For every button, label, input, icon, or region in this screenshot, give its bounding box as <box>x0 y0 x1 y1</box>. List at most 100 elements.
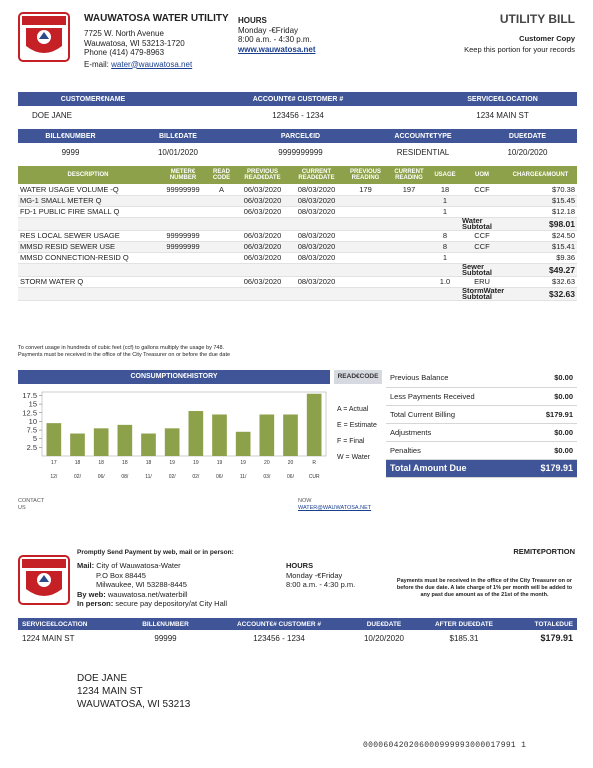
customer-name-header: CUSTOMER€NAME <box>60 95 126 103</box>
charge-cell <box>158 276 208 288</box>
remit-due-date-header: DUE€DATE <box>345 618 423 630</box>
charge-cell: 18 <box>430 184 460 196</box>
charge-cell: 1 <box>430 206 460 218</box>
remit-service-location: 1224 MAIN ST <box>22 633 75 643</box>
mail-line-3: Milwaukee, WI 53288-8445 <box>96 580 187 589</box>
y-tick-label: 10 <box>29 417 37 426</box>
consumption-bar <box>141 433 156 456</box>
charge-cell <box>235 287 290 301</box>
account-number: 123456 - 1234 <box>272 110 324 120</box>
city-logo <box>18 12 70 62</box>
charge-cell: 06/03/2020 <box>235 276 290 288</box>
contact-email-link[interactable]: WATER@WAUWATOSA.NET <box>298 505 372 511</box>
account-table: CUSTOMER€NAME ACCOUNT€# CUSTOMER # SERVI… <box>18 92 577 124</box>
year-tick-label: 18 <box>75 460 81 466</box>
charge-cell: StormWater Subtotal <box>460 285 505 301</box>
month-tick-label: 12/ <box>50 474 58 480</box>
charge-cell: FD-1 PUBLIC FIRE SMALL Q <box>18 206 158 218</box>
remit-hours: HOURS Monday -€Friday 8:00 a.m. - 4:30 p… <box>286 561 355 590</box>
month-tick-label: 11/ <box>145 474 152 480</box>
consumption-bar <box>93 428 109 456</box>
keep-portion-note: Keep this portion for your records <box>464 45 575 54</box>
y-tick-label: 2.5 <box>27 443 37 452</box>
charge-cell <box>158 206 208 218</box>
balance-row: Previous Balance $0.00 <box>386 369 577 388</box>
consumption-bar <box>235 431 251 456</box>
charge-cell: 8 <box>430 241 460 253</box>
mail-label: Mail: <box>77 561 95 570</box>
balance-summary: Previous Balance $0.00 Less Payments Recei… <box>386 369 577 478</box>
charge-cell: CCF <box>460 230 504 242</box>
charge-cell <box>18 263 158 277</box>
remit-total-due: $179.91 <box>540 633 573 643</box>
charge-row: MMSD CONNECTION-RESID Q 06/03/2020 08/03/2… <box>18 252 577 264</box>
charge-cell <box>343 206 388 218</box>
read-code-actual: A = Actual <box>337 406 369 413</box>
email-link[interactable]: water@wauwatosa.net <box>111 59 193 69</box>
payment-note: Payments must be received in the office … <box>18 352 231 358</box>
charge-cell <box>343 195 388 207</box>
y-tick-label: 7.5 <box>27 426 37 435</box>
charge-cell <box>430 287 460 301</box>
notes: To convert usage in hundreds of cubic fe… <box>18 345 230 359</box>
year-tick-label: 19 <box>240 460 246 466</box>
balance-label: Previous Balance <box>386 369 519 388</box>
contact-us: CONTACT US <box>18 498 44 512</box>
bill-date: 10/01/2020 <box>157 147 199 157</box>
year-tick-label: 18 <box>122 460 128 466</box>
charge-cell <box>343 217 388 231</box>
charge-cell: A <box>208 184 235 196</box>
charge-cell <box>430 263 460 277</box>
month-tick-label: 02/ <box>74 474 82 480</box>
consumption-bar <box>164 428 180 456</box>
remit-account-header: ACCOUNT€# CUSTOMER # <box>213 618 345 630</box>
year-tick-label: 18 <box>146 460 152 466</box>
total-amount-due-row: Total Amount Due $179.91 <box>386 459 577 478</box>
year-tick-label: R <box>312 460 316 466</box>
us-label: US <box>18 505 26 511</box>
year-tick-label: 17 <box>51 460 57 466</box>
hours-title: HOURS <box>238 16 267 25</box>
conversion-note: To convert usage in hundreds of cubic fe… <box>18 345 225 351</box>
month-tick-label: 06/ <box>216 474 224 480</box>
charge-cell <box>388 276 430 288</box>
charge-cell: 08/03/2020 <box>290 241 343 253</box>
y-tick-label: 17.5 <box>22 391 37 400</box>
charge-cell <box>388 252 430 264</box>
charge-cell <box>460 195 504 207</box>
month-tick-label: 02/ <box>169 474 177 480</box>
charge-cell: 08/03/2020 <box>290 184 343 196</box>
bill-date-header: BILL€DATE <box>159 132 197 140</box>
month-tick-label: CUR <box>309 474 320 480</box>
charge-row: WATER USAGE VOLUME -Q 99999999 A 06/03/2020… <box>18 184 577 196</box>
charge-cell <box>208 287 235 301</box>
read-code-estimate: E = Estimate <box>337 422 377 429</box>
charge-cell: $70.38 <box>504 184 577 196</box>
bill-title-block: UTILITY BILL Customer Copy Keep this por… <box>464 12 575 54</box>
customer-name: DOE JANE <box>32 110 73 120</box>
bill-number-header: BILL€NUMBER <box>45 132 96 140</box>
consumption-history-header: CONSUMPTION€HISTORY <box>18 370 330 384</box>
remit-hours-time: 8:00 a.m. - 4:30 p.m. <box>286 580 356 589</box>
charge-cell: 197 <box>388 184 430 196</box>
balance-label: Adjustments <box>386 423 519 442</box>
balance-label: Less Payments Received <box>386 387 519 406</box>
pay-web-link[interactable]: wauwatosa.net/waterbill <box>107 589 188 599</box>
charge-cell: $15.45 <box>504 195 577 207</box>
remit-service-location-header: SERVICE€LOCATION <box>18 618 118 630</box>
consumption-bar <box>188 411 204 456</box>
read-code-water: W = Water <box>337 454 370 461</box>
y-tick-label: 5 <box>33 434 37 443</box>
consumption-bar <box>212 414 227 456</box>
mailing-city: WAUWATOSA, WI 53213 <box>77 699 191 710</box>
charge-cell: Sewer Subtotal <box>460 262 504 277</box>
payment-prompt: Promptly Send Payment by web, mail or in… <box>77 549 234 556</box>
utility-address: 7725 W. North Avenue Wauwatosa, WI 53213… <box>84 29 192 69</box>
website-link[interactable]: www.wauwatosa.net <box>238 44 316 54</box>
charge-cell: 99999999 <box>158 184 208 196</box>
charge-cell <box>290 263 343 277</box>
month-tick-label: 06/ <box>98 474 106 480</box>
charge-row: MG-1 SMALL METER Q 06/03/2020 08/03/2020 1 $… <box>18 195 577 207</box>
in-person-label: In person: <box>77 599 114 608</box>
charge-cell: 1.0 <box>430 276 460 288</box>
